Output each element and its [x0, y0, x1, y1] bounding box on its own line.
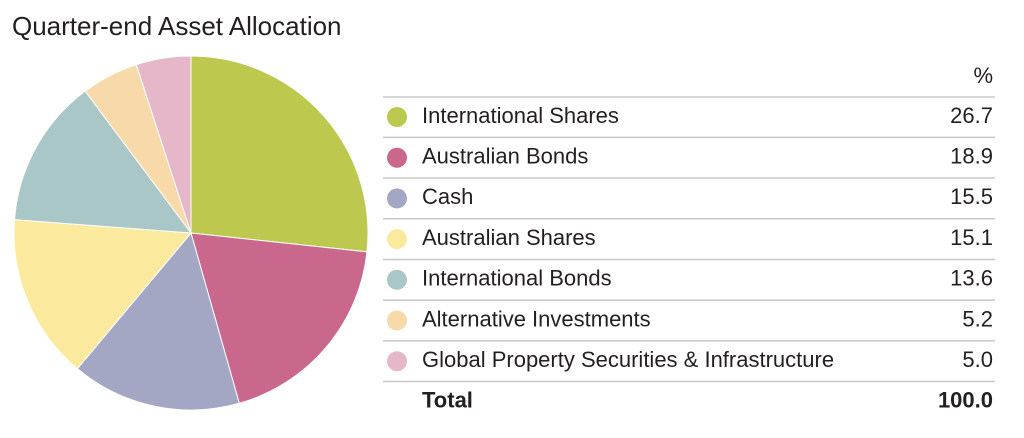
value-header: % [973, 63, 993, 88]
chart-title: Quarter-end Asset Allocation [12, 11, 342, 41]
value-label: 13.6 [950, 266, 993, 291]
value-label: 5.0 [962, 347, 993, 372]
legend-swatch [387, 269, 407, 290]
legend-label: Cash [422, 184, 473, 209]
legend-label: International Bonds [422, 266, 612, 291]
pie-slice [76, 231, 240, 411]
pie-slice [13, 219, 193, 370]
total-label: Total [422, 388, 473, 413]
legend-swatch [387, 310, 407, 331]
legend-swatch [387, 107, 407, 127]
legend-label: International Shares [422, 103, 619, 128]
legend-label: Alternative Investments [422, 306, 651, 331]
value-label: 18.9 [950, 144, 993, 169]
total-value: 100.0 [938, 388, 993, 413]
value-label: 15.5 [950, 184, 993, 209]
pie-slice [190, 232, 368, 404]
legend-label: Global Property Securities & Infrastruct… [422, 347, 834, 372]
value-label: 5.2 [962, 306, 993, 331]
legend-swatch [387, 188, 407, 209]
legend-swatch [387, 147, 407, 168]
value-label: 26.7 [950, 103, 993, 128]
pie-slice [190, 55, 369, 253]
legend-swatch [387, 229, 407, 250]
legend-swatch [387, 351, 407, 372]
value-label: 15.1 [950, 225, 993, 250]
pie-slice [135, 55, 192, 234]
legend-label: Australian Bonds [422, 144, 588, 169]
pie-slice [13, 90, 193, 234]
legend-label: Australian Shares [422, 225, 596, 250]
